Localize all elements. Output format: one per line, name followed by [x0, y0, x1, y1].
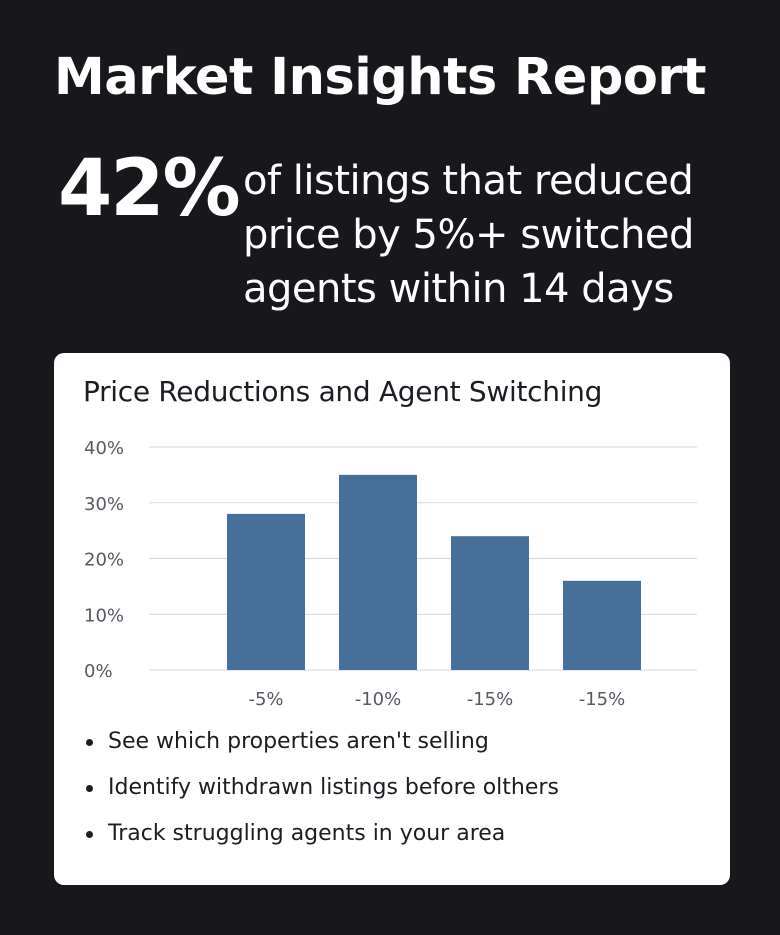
bar — [563, 580, 641, 670]
bullet-icon — [86, 831, 93, 838]
feature-item: See which properties aren't selling — [84, 727, 559, 773]
bar — [339, 474, 417, 670]
bar-chart: 0% 10% 20% 30% 40% -5% -10% -15% -15% — [84, 438, 697, 710]
feature-text: Track struggling agents in your area — [108, 821, 506, 846]
feature-item: Identify withdrawn listings before olthe… — [84, 773, 559, 819]
y-tick-label: 20% — [84, 550, 124, 571]
highlight-stat: 42% — [58, 144, 241, 234]
bar — [227, 513, 305, 670]
x-tick-label: -15% — [579, 689, 626, 710]
bullet-icon — [86, 785, 93, 792]
bar — [451, 536, 529, 670]
highlight-text: of listings that reduced price by 5%+ sw… — [243, 158, 694, 312]
chart-card: Price Reductions and Agent Switching 0% 1… — [54, 353, 730, 885]
bullet-icon — [86, 739, 93, 746]
x-tick-label: -5% — [248, 689, 283, 710]
y-tick-label: 30% — [84, 494, 124, 515]
x-tick-label: -15% — [467, 689, 514, 710]
feature-item: Track struggling agents in your area — [84, 819, 559, 865]
page-title: Market Insights Report — [54, 48, 706, 107]
y-tick-label: 10% — [84, 605, 124, 626]
y-tick-label: 0% — [84, 661, 113, 682]
y-tick-label: 40% — [84, 438, 124, 459]
feature-text: Identify withdrawn listings before olthe… — [108, 775, 559, 800]
x-tick-label: -10% — [355, 689, 402, 710]
feature-text: See which properties aren't selling — [108, 729, 489, 754]
chart-title: Price Reductions and Agent Switching — [83, 375, 603, 408]
feature-list: See which properties aren't selling Iden… — [84, 727, 559, 865]
